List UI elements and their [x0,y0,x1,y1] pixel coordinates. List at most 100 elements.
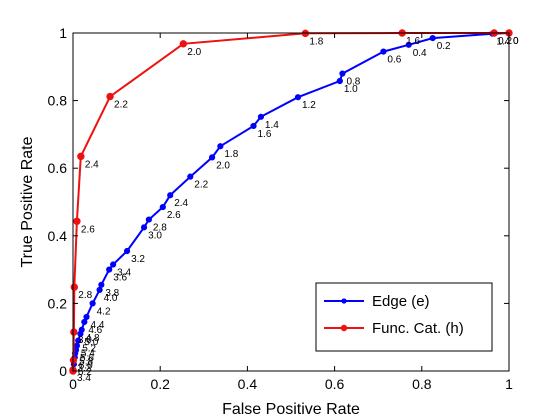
y-tick-label: 0.4 [48,228,68,244]
point-label: 4.6 [88,325,102,336]
data-point [208,154,216,161]
data-point [167,192,174,199]
point-label: 0.4 [413,48,427,59]
point-label: 0.2 [498,36,512,47]
y-tick-label: 1 [59,25,67,41]
data-point [187,173,194,180]
legend: Edge (e) Func. Cat. (h) [315,282,493,352]
point-label: 1.6 [406,36,420,47]
x-tick-label: 0.4 [238,376,258,392]
point-label: 2.2 [114,100,128,111]
point-label: 0.6 [387,55,401,66]
data-point [89,300,96,307]
point-label: 2.6 [81,224,95,235]
point-label: 3.0 [78,335,92,346]
x-tick-label: 1 [505,376,513,392]
data-point [250,122,257,130]
point-label: 2.0 [187,47,201,58]
point-label: 2.8 [153,223,167,234]
data-point [96,286,103,293]
point-label: 3.0 [148,230,162,241]
point-label: 3.6 [113,273,127,284]
point-label: 4.8 [86,333,100,344]
data-point [217,143,224,150]
point-label: 4.2 [97,306,111,317]
legend-label: Func. Cat. (h) [372,320,464,337]
data-point [339,70,346,77]
data-point [70,283,79,291]
point-label: 0.8 [346,77,360,88]
x-tick-label: 0 [69,376,77,392]
point-label: 2.8 [78,290,92,301]
point-label: 3.2 [131,254,145,265]
point-label: 5.8 [79,356,93,367]
x-tick-label: 0.8 [412,376,432,392]
data-point [179,40,188,48]
data-point [257,113,265,120]
data-point [110,261,117,268]
series-0: 01.40.20.40.60.81.01.21.41.61.82.02.22.4… [69,29,519,378]
point-label: 2.2 [194,180,208,191]
point-label: 1.6 [258,129,272,140]
data-point [336,77,343,85]
data-point [106,266,113,273]
data-point [70,328,78,336]
point-label: 0.2 [437,41,451,52]
data-point [429,34,436,42]
legend-label: Edge (e) [372,293,430,310]
legend-swatch-marker [341,298,347,304]
data-point [145,216,152,223]
point-label: 6.0 [79,360,93,371]
point-label: 1.4 [265,120,279,131]
x-tick-label: 0.6 [325,376,345,392]
data-point [380,48,387,55]
axes-frame [72,32,510,372]
data-point [106,92,114,101]
point-label: 5.4 [81,349,95,360]
data-point [140,224,148,231]
x-tick-label: 0.2 [150,376,170,392]
data-point [77,330,84,337]
point-label: 4.0 [104,293,118,304]
plot-area: 01.40.20.40.60.81.01.21.41.61.82.02.22.4… [69,29,519,384]
legend-box [315,282,493,352]
point-label: 3.8 [105,288,119,299]
point-label: 1.8 [309,36,323,47]
point-label: 0 [513,36,519,47]
y-axis-title: True Positive Rate [19,136,36,267]
point-label: 1.8 [224,149,238,160]
point-label: 4.4 [91,320,105,331]
y-tick-label: 0.6 [48,160,68,176]
point-label: 2.4 [85,159,99,170]
y-tick-label: 0 [59,363,67,379]
data-point [294,94,302,101]
point-label: 3.4 [117,268,131,279]
point-label: 2.0 [216,160,230,171]
point-label: 5.6 [80,353,94,364]
data-point [123,247,131,255]
data-point [159,203,166,211]
data-point [83,313,90,321]
x-axis-title: False Positive Rate [222,401,360,418]
point-label: 1.0 [344,84,358,95]
point-label: 5.2 [82,344,96,355]
data-point [81,318,88,326]
axes: 0 0.2 0.4 0.6 0.8 1 0 0.2 0.4 0.6 0.8 1 False Positi… [19,25,513,418]
data-point [405,41,412,48]
y-tick-label: 0.8 [48,93,68,109]
point-label: 3.2 [77,363,91,374]
point-label: 1.4 [496,37,510,48]
point-label: 0 [513,36,519,47]
legend-swatch-marker [340,324,348,332]
point-label: 1.2 [302,100,316,111]
point-label: 6.2 [78,367,92,378]
data-point [98,281,105,288]
point-label: 2.6 [167,210,181,221]
data-point [77,152,85,161]
point-label: 5.0 [84,337,98,348]
point-label: 2.4 [174,198,188,209]
y-tick-label: 0.2 [48,295,68,311]
point-label: 3.4 [77,373,91,384]
